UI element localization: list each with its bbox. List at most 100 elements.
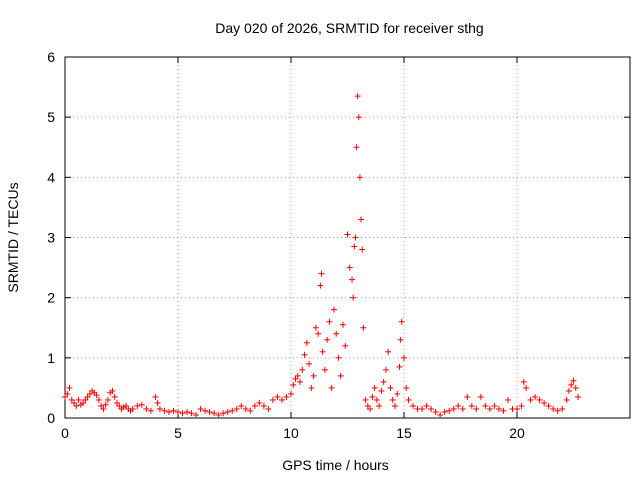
data-point: [299, 366, 306, 373]
data-point: [387, 384, 394, 391]
data-point: [405, 396, 412, 403]
data-point: [161, 407, 168, 414]
data-point: [441, 408, 448, 415]
data-point: [324, 336, 331, 343]
data-point: [292, 375, 299, 382]
data-point: [382, 366, 389, 373]
data-point: [184, 408, 191, 415]
data-point: [104, 396, 111, 403]
data-point: [321, 366, 328, 373]
data-point: [80, 399, 87, 406]
data-point: [563, 396, 570, 403]
data-point: [468, 402, 475, 409]
data-point: [335, 354, 342, 361]
y-tick-label: 6: [47, 49, 55, 65]
data-point: [206, 408, 213, 415]
data-point: [109, 387, 116, 394]
x-tick-label: 0: [61, 425, 69, 441]
data-point: [197, 405, 204, 412]
data-point: [403, 384, 410, 391]
data-point: [500, 407, 507, 414]
data-point: [113, 399, 120, 406]
data-point: [75, 396, 82, 403]
data-point: [523, 384, 530, 391]
data-point: [143, 405, 150, 412]
data-point: [170, 407, 177, 414]
data-point: [278, 396, 285, 403]
data-point: [504, 396, 511, 403]
data-point: [306, 360, 313, 367]
data-point: [428, 405, 435, 412]
data-point: [220, 410, 227, 417]
data-point: [527, 396, 534, 403]
data-point: [410, 402, 417, 409]
data-point: [398, 318, 405, 325]
data-point: [380, 378, 387, 385]
data-point: [333, 330, 340, 337]
data-point: [330, 306, 337, 313]
y-tick-label: 5: [47, 109, 55, 125]
data-point: [274, 393, 281, 400]
data-point: [351, 243, 358, 250]
y-tick-label: 2: [47, 290, 55, 306]
data-point: [342, 342, 349, 349]
data-point: [165, 408, 172, 415]
x-tick-label: 10: [283, 425, 299, 441]
data-point: [328, 384, 335, 391]
data-point: [256, 399, 263, 406]
data-point: [532, 393, 539, 400]
data-point: [355, 114, 362, 121]
data-point: [369, 393, 376, 400]
data-point: [550, 405, 557, 412]
data-point: [491, 402, 498, 409]
data-point: [495, 405, 502, 412]
x-axis-label: GPS time / hours: [282, 457, 389, 473]
data-point: [247, 407, 254, 414]
data-point: [123, 402, 130, 409]
data-point: [378, 387, 385, 394]
data-point: [450, 405, 457, 412]
y-tick-label: 0: [47, 410, 55, 426]
data-point: [554, 407, 561, 414]
data-point: [238, 402, 245, 409]
y-tick-label: 3: [47, 230, 55, 246]
data-point: [473, 405, 480, 412]
data-point: [315, 330, 322, 337]
data-point: [68, 396, 75, 403]
data-point: [179, 410, 186, 417]
data-point: [350, 294, 357, 301]
data-point: [354, 93, 361, 100]
data-point: [545, 402, 552, 409]
data-point: [116, 402, 123, 409]
data-point: [290, 381, 297, 388]
data-point: [376, 402, 383, 409]
data-point: [339, 321, 346, 328]
data-point: [432, 408, 439, 415]
data-point: [575, 393, 582, 400]
axis-ticks: 0 5 10 15 20 0 1 2 3 4 5 6: [47, 49, 630, 441]
grid: [65, 57, 630, 418]
data-point: [356, 174, 363, 181]
data-point: [283, 393, 290, 400]
data-point: [95, 396, 102, 403]
data-point: [73, 402, 80, 409]
data-point: [364, 402, 371, 409]
data-point: [129, 405, 136, 412]
data-point: [308, 384, 315, 391]
data-point: [423, 402, 430, 409]
data-point: [482, 402, 489, 409]
data-point: [359, 246, 366, 253]
data-point: [570, 377, 577, 384]
data-point: [337, 372, 344, 379]
data-point: [362, 396, 369, 403]
data-point: [84, 393, 91, 400]
data-point: [396, 363, 403, 370]
data-point: [66, 384, 73, 391]
data-point: [242, 405, 249, 412]
data-point: [265, 405, 272, 412]
data-point: [152, 393, 159, 400]
data-point: [358, 216, 365, 223]
y-axis-label: SRMTID / TECUs: [5, 182, 21, 292]
data-point: [111, 393, 118, 400]
